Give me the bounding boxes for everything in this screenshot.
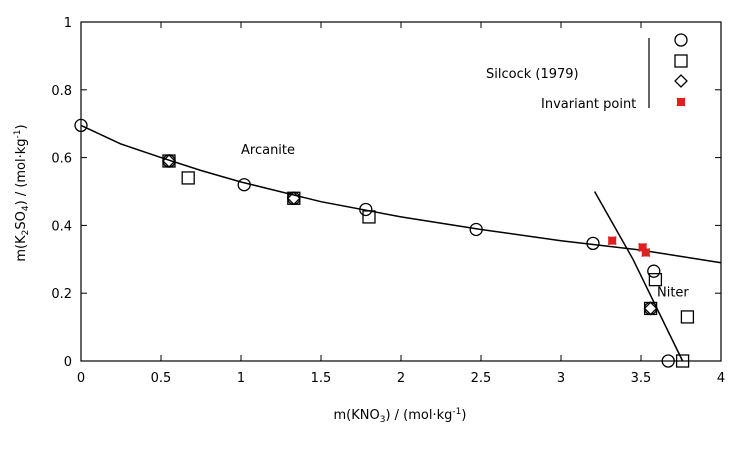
legend: Silcock (1979) Invariant point	[486, 33, 688, 112]
point-circle	[359, 202, 373, 217]
curve-niter	[593, 191, 684, 362]
x-axis-title: m(KNO3) / (mol·kg-1)	[334, 407, 467, 425]
y-tick-label: 0.4	[51, 219, 72, 234]
point-square	[648, 272, 663, 287]
x-tick-label: 3	[557, 371, 565, 386]
y-axis-title: m(K2SO4) / (mol·kg-1)	[13, 124, 31, 261]
point-circle	[469, 222, 483, 237]
x-tick-label: 3.5	[631, 371, 652, 386]
x-tick-label: 0	[77, 371, 85, 386]
point-circle	[643, 301, 658, 316]
point-square	[675, 354, 690, 368]
point-diamond	[674, 74, 688, 88]
y-tick-label: 0.6	[51, 152, 72, 167]
x-tick-label: 1.5	[311, 371, 332, 386]
legend-source-label: Silcock (1979)	[486, 67, 579, 82]
point-invariant	[641, 247, 651, 258]
point-circle	[287, 191, 301, 205]
point-square	[362, 210, 376, 224]
y-tick-label: 1	[64, 16, 72, 31]
x-tick-label: 4	[717, 371, 725, 386]
plot-border	[80, 21, 722, 362]
point-diamond	[643, 301, 658, 316]
legend-invariant-label: Invariant point	[541, 97, 636, 112]
point-circle	[661, 354, 675, 368]
y-tick-label: 0.2	[51, 287, 72, 302]
point-circle	[586, 236, 600, 251]
x-tick-label: 1	[237, 371, 245, 386]
x-axis: 0 0.5 1 1.5 2 2.5 3 3.5 4	[77, 22, 725, 386]
point-diamond	[286, 191, 301, 206]
point-square	[181, 171, 195, 185]
point-circle	[237, 178, 251, 192]
point-circle	[647, 264, 661, 278]
point-square	[674, 54, 688, 68]
plot-frame	[80, 21, 722, 362]
x-tick-label: 0.5	[151, 371, 172, 386]
point-invariant	[607, 236, 617, 246]
annotation-arcanite: Arcanite	[241, 143, 295, 158]
point-circle	[674, 33, 688, 47]
data-points	[74, 118, 695, 368]
point-invariant	[676, 97, 686, 107]
y-tick-label: 0	[64, 355, 72, 370]
point-square	[680, 310, 695, 324]
annotations: Arcanite Niter	[241, 143, 689, 300]
x-tick-label: 2	[397, 371, 405, 386]
fit-curves	[80, 124, 722, 362]
point-circle	[74, 118, 88, 133]
curve-arcanite	[80, 124, 722, 264]
y-axis: 0 0.2 0.4 0.6 0.8 1	[51, 16, 721, 370]
y-tick-label: 0.8	[51, 84, 72, 99]
annotation-niter: Niter	[657, 286, 689, 301]
x-tick-label: 2.5	[471, 371, 492, 386]
point-diamond	[162, 154, 176, 168]
